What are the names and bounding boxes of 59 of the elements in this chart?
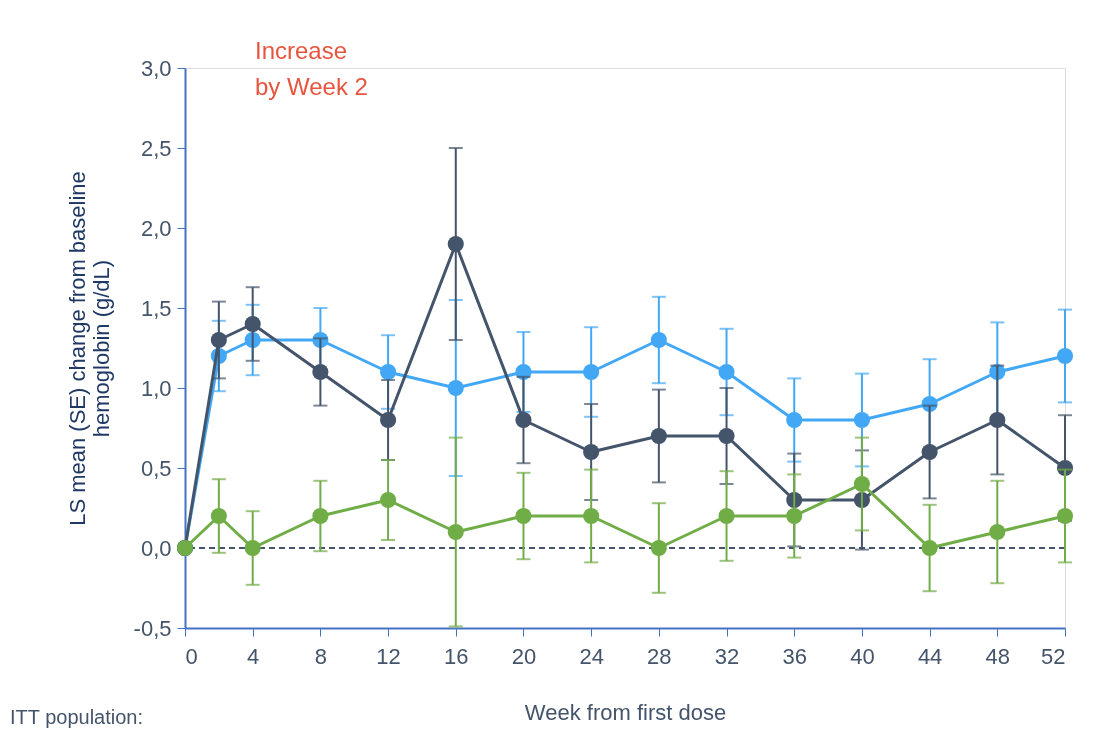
point <box>1056 347 1074 365</box>
x-tick-label: 32 <box>714 643 740 669</box>
x-tick-label: 48 <box>985 643 1011 669</box>
y-tick-label: 2,5 <box>140 135 172 161</box>
x-tick-label: 44 <box>917 643 943 669</box>
point <box>210 507 227 525</box>
y-tick-label: 2,0 <box>140 215 172 241</box>
point <box>312 363 329 381</box>
point <box>583 363 600 381</box>
point <box>718 363 735 381</box>
point <box>515 411 532 429</box>
x-tick-label: 36 <box>782 643 807 669</box>
x-tick-label: 12 <box>376 643 401 669</box>
annotation: Increase by Week 2 <box>255 37 368 100</box>
point <box>718 507 735 525</box>
y-tick-label: -0,5 <box>133 615 172 641</box>
point <box>921 539 938 557</box>
point <box>380 363 397 381</box>
y-axis-title: LS mean (SE) change from baseline hemoglobin (g/dL) <box>64 171 114 526</box>
point <box>921 443 938 461</box>
x-tick-label: 0 <box>185 643 198 669</box>
point <box>312 507 329 525</box>
point <box>380 411 397 429</box>
point <box>244 539 261 557</box>
point <box>650 331 667 349</box>
point <box>786 507 803 525</box>
point <box>583 507 600 525</box>
point <box>718 427 735 445</box>
y-tick-label: 1,0 <box>140 375 172 401</box>
x-tick-label: 16 <box>444 643 469 669</box>
x-tick-label: 40 <box>850 643 875 669</box>
point <box>853 411 870 429</box>
point <box>989 411 1006 429</box>
point <box>583 443 600 461</box>
point <box>1056 507 1074 525</box>
x-axis-title: Week from first dose <box>524 699 727 725</box>
y-tick-label: 3,0 <box>140 55 172 81</box>
x-tick-label: 28 <box>647 643 672 669</box>
x-tick-label: 24 <box>579 643 604 669</box>
point <box>380 491 397 509</box>
y-tick-label: 0,5 <box>140 455 172 481</box>
point <box>515 507 532 525</box>
point <box>244 315 261 333</box>
x-tick-label: 52 <box>1041 643 1066 669</box>
y-tick-label: 1,5 <box>140 295 172 321</box>
point <box>650 427 667 445</box>
point <box>786 411 803 429</box>
point <box>447 379 464 397</box>
point <box>447 523 464 541</box>
x-tick-label: 8 <box>314 643 328 669</box>
point <box>210 331 227 349</box>
point <box>650 539 667 557</box>
point <box>853 475 870 493</box>
text: ITT population: <box>10 706 144 728</box>
x-tick-label: 4 <box>247 643 260 669</box>
y-tick-label: 0,0 <box>140 535 172 561</box>
point <box>989 523 1006 541</box>
x-tick-label: 20 <box>511 643 537 669</box>
point <box>447 235 464 253</box>
